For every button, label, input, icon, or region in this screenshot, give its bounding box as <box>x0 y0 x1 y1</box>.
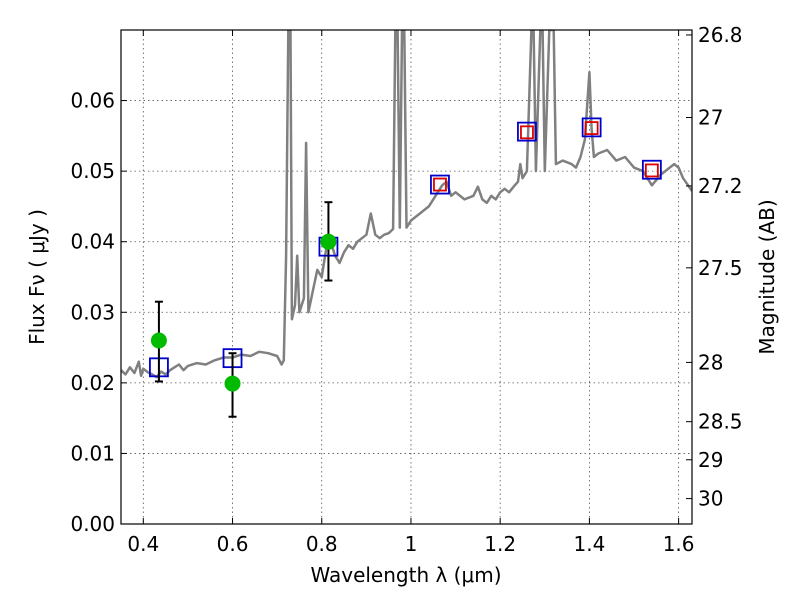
markers <box>149 117 662 418</box>
observed-point <box>320 233 337 250</box>
y-tick-label: 0.03 <box>70 300 115 324</box>
model-square-marker <box>581 117 602 138</box>
right-tick-label: 30 <box>698 487 723 511</box>
x-tick-label: 1.6 <box>663 532 695 556</box>
plot-area <box>121 30 692 379</box>
inner-square-marker <box>520 125 534 140</box>
right-tick-label: 28 <box>698 350 723 374</box>
inner-square-marker <box>644 163 659 178</box>
right-tick-label: 29 <box>698 448 723 472</box>
y-axis-label: Flux Fν ( μJy ) <box>25 209 49 345</box>
observed-point <box>150 332 167 349</box>
observed-point <box>224 375 241 392</box>
y-tick-label: 0.02 <box>70 371 115 395</box>
x-tick-label: 1.4 <box>573 532 605 556</box>
y-tick-label: 0.04 <box>70 230 115 254</box>
sed-model-line <box>121 30 692 379</box>
y-tick-label: 0.00 <box>70 512 115 536</box>
y-tick-label: 0.05 <box>70 159 115 183</box>
right-axis-label: Magnitude (AB) <box>755 199 779 354</box>
x-tick-label: 0.8 <box>306 532 338 556</box>
x-tick-label: 1.2 <box>484 532 516 556</box>
right-tick-label: 27 <box>698 106 723 130</box>
x-axis-label: Wavelength λ (μm) <box>310 563 501 587</box>
y-tick-label: 0.01 <box>70 441 115 465</box>
ticks: 0.4 0.6 0.8 1 1.2 1.4 1.6 0.00 0.01 0.02 0.03 0.04 0… <box>70 23 742 556</box>
inner-square-marker <box>433 177 447 192</box>
x-tick-label: 1 <box>405 532 418 556</box>
model-square-marker <box>517 121 537 142</box>
grid-lines <box>121 30 692 525</box>
y-tick-label: 0.06 <box>70 89 115 113</box>
x-tick-label: 0.4 <box>127 532 159 556</box>
model-square-marker <box>641 159 662 180</box>
x-tick-label: 0.6 <box>217 532 249 556</box>
right-tick-label: 28.5 <box>698 410 743 434</box>
right-tick-label: 27.2 <box>698 174 743 198</box>
plot-frame <box>120 29 693 525</box>
inner-square-marker <box>584 121 599 135</box>
right-tick-label: 27.5 <box>698 256 743 280</box>
model-square-marker <box>430 174 450 195</box>
right-tick-label: 26.8 <box>698 23 743 47</box>
